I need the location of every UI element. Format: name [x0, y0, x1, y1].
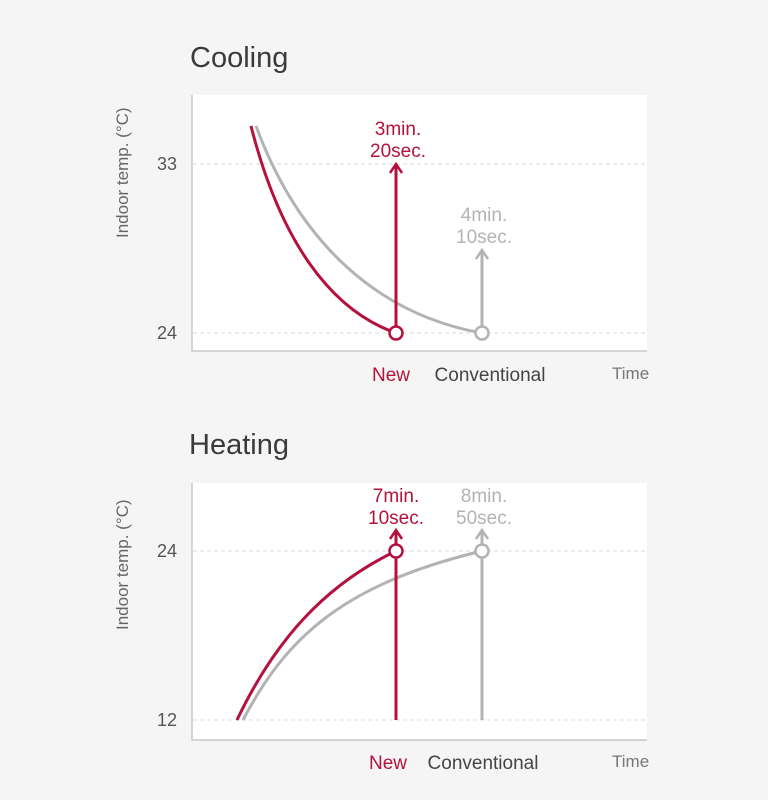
heating-x-label-conventional: Conventional: [428, 753, 539, 774]
heating-y-tick-24: 24: [157, 541, 177, 561]
heating-y-axis-label: Indoor temp. (°C): [113, 499, 132, 630]
cooling-y-axis-label: Indoor temp. (°C): [113, 107, 132, 238]
heating-new-annotation-line2: 10sec.: [368, 508, 424, 529]
cooling-y-tick-24: 24: [157, 323, 177, 343]
cooling-plot-area: [192, 95, 647, 351]
cooling-new-curve: [249, 125, 397, 335]
cooling-new-annotation-line1: 3min.: [375, 119, 421, 140]
heating-conventional-annotation-line1: 8min.: [461, 486, 507, 507]
heating-axes: [191, 483, 647, 741]
heating-conventional-curve: [241, 549, 483, 721]
cooling-new-endpoint: [388, 325, 404, 341]
heating-new-arrowhead: [388, 527, 404, 540]
cooling-title: Cooling: [190, 42, 288, 74]
cooling-x-label-new: New: [372, 365, 410, 386]
heating-y-tick-12: 12: [157, 710, 177, 730]
cooling-conventional-annotation-line1: 4min.: [461, 205, 507, 226]
cooling-conventional-curve: [254, 125, 483, 335]
heating-chart: Heating Indoor temp. (°C) 24 12 8min. 50…: [113, 429, 649, 774]
heating-conventional-annotation-line2: 50sec.: [456, 508, 512, 529]
heating-plot-area: [192, 483, 647, 740]
cooling-x-label-conventional: Conventional: [435, 365, 546, 386]
cooling-y-tick-33: 33: [157, 154, 177, 174]
heating-title: Heating: [189, 429, 289, 461]
cooling-conventional-endpoint: [474, 325, 490, 341]
heating-conventional-arrowhead: [474, 527, 490, 540]
heating-new-curve: [235, 549, 397, 721]
heating-new-endpoint: [388, 543, 404, 559]
cooling-axes: [191, 95, 647, 352]
cooling-new-annotation-line2: 20sec.: [370, 141, 426, 162]
cooling-chart: Cooling Indoor temp. (°C) 33 24 4min. 10…: [113, 42, 649, 386]
heating-conventional-endpoint: [474, 543, 490, 559]
cooling-new-arrowhead: [388, 161, 404, 174]
cooling-conventional-arrowhead: [474, 247, 490, 260]
cooling-x-axis-label: Time: [612, 364, 649, 383]
heating-x-label-new: New: [369, 753, 407, 774]
cooling-conventional-annotation-line2: 10sec.: [456, 227, 512, 248]
heating-x-axis-label: Time: [612, 752, 649, 771]
heating-new-annotation-line1: 7min.: [373, 486, 419, 507]
